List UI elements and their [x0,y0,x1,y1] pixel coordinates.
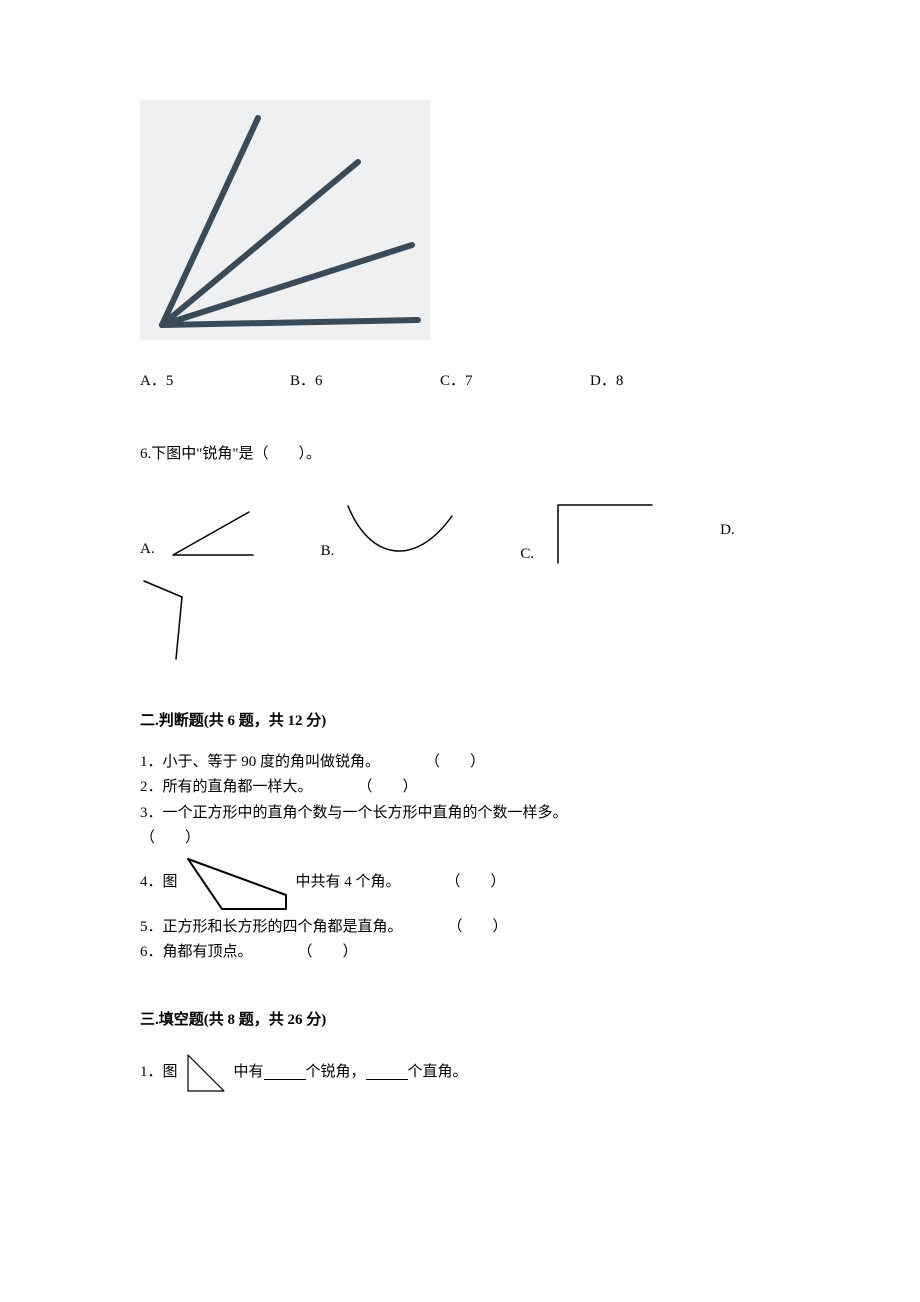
q6-option-b: B. [321,498,461,563]
q6-option-d-label: D. [720,519,741,542]
s2-item-3: 3．一个正方形中的直角个数与一个长方形中直角的个数一样多。 [140,802,780,825]
q6-options-row: A. B. C. D. [140,495,780,565]
s2-item-4-fig [182,853,292,913]
s2-item-1: 1．小于、等于 90 度的角叫做锐角。 （ ） [140,751,780,774]
s2-item-6-text: 6．角都有顶点。 （ ） [140,941,358,964]
q6-label-d: D. [720,519,735,542]
s3-item-1-mid2: 个锐角， [306,1061,366,1084]
q5-option-a: A．5 [140,370,290,393]
s2-item-4-post: 中共有 4 个角。 （ ） [296,871,506,894]
q5-option-d: D．8 [590,370,740,393]
s2-item-6: 6．角都有顶点。 （ ） [140,941,780,964]
section3-title: 三.填空题(共 8 题，共 26 分) [140,1009,780,1032]
s2-item-4-pre: 4．图 [140,871,178,894]
s3-blank-1 [264,1064,306,1080]
q6-fig-a [161,500,261,560]
q5-rays-svg [140,100,430,340]
q5-option-b: B．6 [290,370,440,393]
s2-item-5-text: 5．正方形和长方形的四个角都是直角。 （ ） [140,916,508,939]
s3-item-1-mid3: 个直角。 [408,1061,468,1084]
q6-label-c: C. [520,543,534,566]
q6-label-a: A. [140,538,155,561]
s2-item-4: 4．图 中共有 4 个角。 （ ） [140,853,780,913]
q6-option-d-fig-row [140,575,780,665]
s3-item-1-fig [182,1049,230,1095]
q6-option-a: A. [140,500,261,560]
q5-options: A．5 B．6 C．7 D．8 [140,370,780,393]
q5-option-c: C．7 [440,370,590,393]
s3-blank-2 [366,1064,408,1080]
s2-item-2-text: 2．所有的直角都一样大。 （ ） [140,776,418,799]
s2-item-1-text: 1．小于、等于 90 度的角叫做锐角。 （ ） [140,751,485,774]
q6-fig-b [340,498,460,563]
s3-item-1: 1．图 中有 个锐角， 个直角。 [140,1049,780,1095]
section2-title: 二.判断题(共 6 题，共 12 分) [140,710,780,733]
s3-item-1-mid1: 中有 [234,1061,264,1084]
q6-fig-c [540,495,660,565]
s2-item-3b: （ ） [140,827,780,850]
q6-option-c: C. [520,495,660,565]
q5-figure [140,100,780,340]
s2-item-3b-text: （ ） [140,827,200,850]
q6-stem: 6.下图中"锐角"是（ ）。 [140,443,780,466]
q6-label-b: B. [321,540,335,563]
s2-item-2: 2．所有的直角都一样大。 （ ） [140,776,780,799]
s2-item-3-text: 3．一个正方形中的直角个数与一个长方形中直角的个数一样多。 [140,802,568,825]
s2-item-5: 5．正方形和长方形的四个角都是直角。 （ ） [140,916,780,939]
q6-fig-d [140,575,210,665]
s3-item-1-pre: 1．图 [140,1061,178,1084]
